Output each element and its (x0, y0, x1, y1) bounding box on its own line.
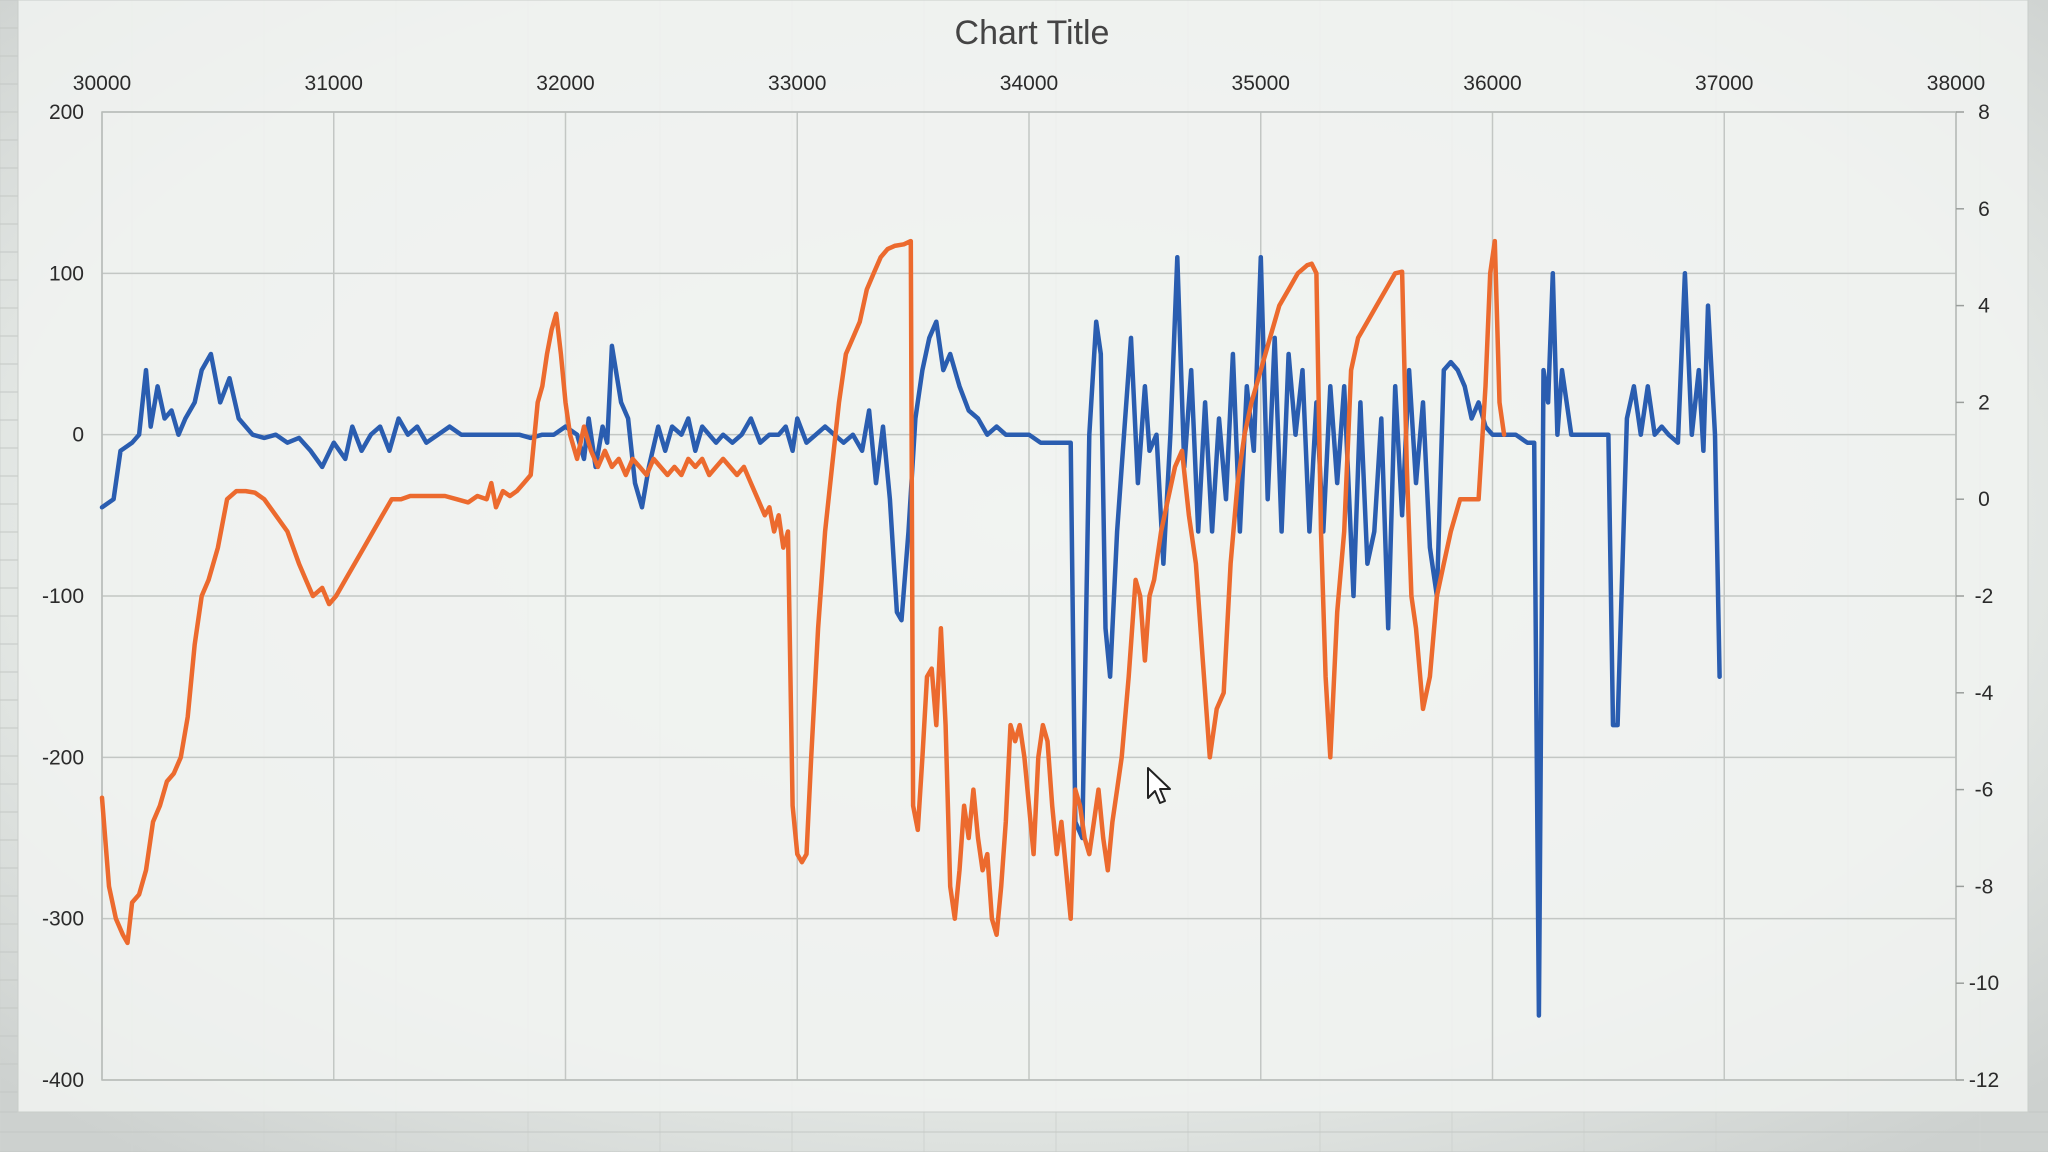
x-tick-label: 38000 (1927, 72, 1985, 95)
mouse-cursor-icon (1147, 767, 1171, 804)
y-right-tick-label: -2 (1975, 585, 1994, 608)
x-tick-label: 33000 (768, 72, 826, 95)
y-left-tick-label: -100 (42, 585, 84, 608)
x-tick-label: 32000 (536, 72, 594, 95)
y-right-tick-label: -8 (1975, 875, 1994, 898)
y-right-tick-label: -10 (1969, 972, 1999, 995)
chart-area (17, 0, 2029, 1113)
x-tick-label: 35000 (1232, 72, 1290, 95)
y-right-tick-label: 8 (1978, 101, 1990, 124)
x-tick-label: 37000 (1695, 72, 1753, 95)
series-line-2 (99, 238, 1507, 946)
chart-title: Chart Title (955, 14, 1110, 52)
y-right-tick-label: 4 (1978, 295, 1990, 318)
series-line-1 (99, 254, 1722, 1018)
y-left-tick-label: 0 (72, 424, 84, 447)
y-left-tick-label: -400 (42, 1069, 84, 1092)
y-left-tick-label: -300 (42, 908, 84, 931)
y-left-tick-label: 200 (49, 101, 84, 124)
y-right-tick-label: -12 (1969, 1069, 1999, 1092)
y-right-tick-label: 0 (1978, 488, 1990, 511)
x-tick-label: 36000 (1463, 72, 1521, 95)
x-tick-label: 31000 (305, 72, 363, 95)
left-y-axis-tick-labels: 200 100 0 -100 -200 -300 -400 (42, 101, 84, 1092)
y-right-tick-label: -6 (1975, 779, 1994, 802)
y-right-tick-label: 6 (1978, 198, 1990, 221)
y-right-tick-label: 2 (1978, 391, 1990, 414)
right-y-axis-tick-labels: 8 6 4 2 0 -2 -4 -6 -8 -10 -12 (1956, 101, 1999, 1092)
x-tick-label: 34000 (1000, 72, 1058, 95)
y-right-tick-label: -4 (1975, 682, 1994, 705)
x-axis-tick-labels: 30000 31000 32000 33000 34000 35000 36000 37000… (73, 72, 1985, 95)
y-left-tick-label: -200 (42, 746, 84, 769)
series-lines (99, 238, 1722, 1018)
y-left-tick-label: 100 (49, 262, 84, 285)
x-tick-label: 30000 (73, 72, 131, 95)
